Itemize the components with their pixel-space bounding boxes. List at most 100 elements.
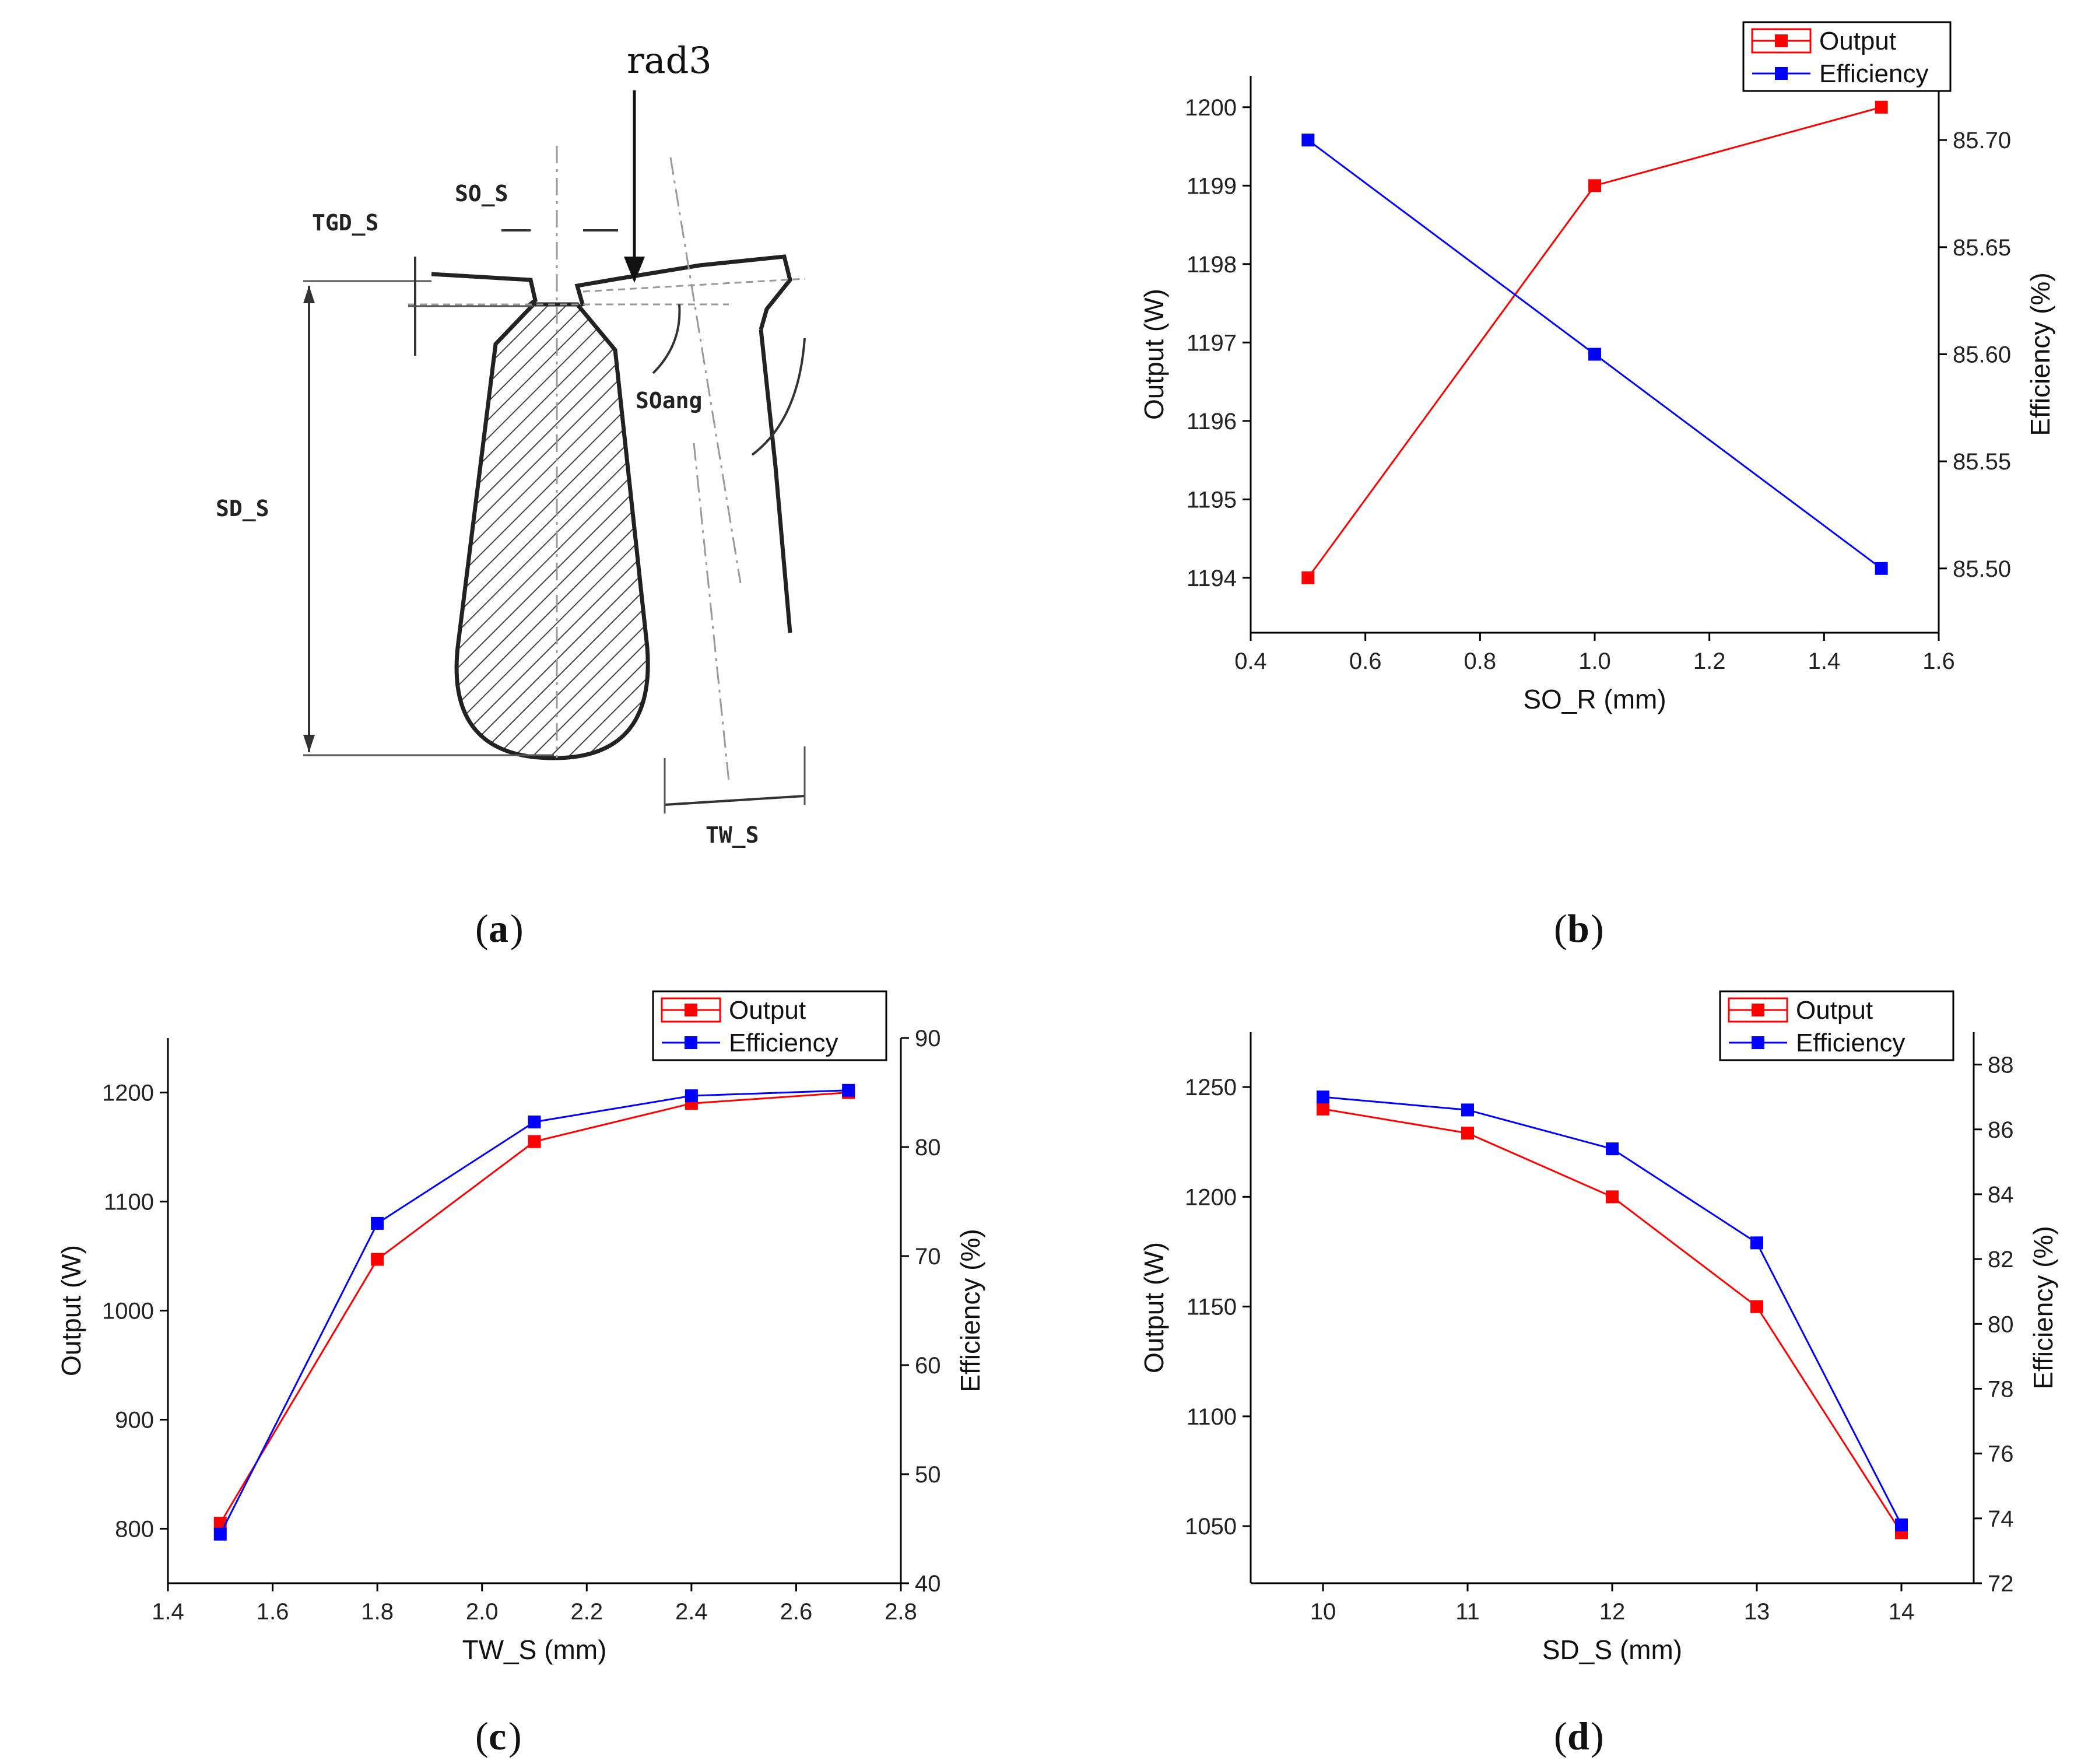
y-tick-label-left: 1100 (1187, 1404, 1237, 1430)
sd-arrow-bottom (303, 735, 315, 752)
y-tick-label-left: 1000 (102, 1299, 154, 1324)
y-tick-label-left: 1194 (1187, 566, 1237, 591)
y-tick-label-right: 88 (1988, 1053, 2014, 1078)
y-tick-label-right: 90 (915, 1026, 941, 1051)
y-tick-label-right: 50 (915, 1462, 941, 1488)
label-tgd-s: TGD_S (312, 210, 378, 236)
legend-swatch-marker (685, 1036, 697, 1049)
x-axis-title: SD_S (mm) (1542, 1635, 1682, 1665)
y-axis-title-right: Efficiency (%) (955, 1229, 985, 1392)
dashdot-line-2 (693, 443, 730, 782)
data-point-output (213, 1517, 227, 1530)
y-tick-label-left: 1195 (1187, 487, 1237, 513)
x-tick-label: 13 (1744, 1599, 1770, 1625)
x-tick-label: 10 (1310, 1599, 1336, 1625)
x-tick-label: 1.6 (257, 1599, 289, 1625)
slot-body (454, 302, 650, 760)
caption-c-letter: c (489, 1714, 506, 1758)
chart-c: 1.4 1.6 1.8 2.0 2.2 2.4 2.6 2.8 800 900 1000 1100 12… (56, 990, 985, 1665)
data-point-output (1750, 1300, 1763, 1313)
y-tick-label-right: 70 (915, 1244, 941, 1269)
legend-swatch-marker (685, 1004, 697, 1016)
data-point-output (1317, 1102, 1329, 1116)
left-tooth-tip (431, 272, 538, 308)
series-line-efficiency (1322, 1096, 1903, 1525)
y-tick-label-left: 1199 (1187, 173, 1237, 199)
y-tick-label-right: 74 (1988, 1506, 2014, 1532)
legend-swatch-frame (1751, 28, 1812, 54)
slot-diagram: rad3 SO_S TGD_S SOang SD_S TW_S (216, 39, 806, 848)
y-tick-label-left: 1050 (1185, 1514, 1237, 1539)
y-tick-label-left: 800 (115, 1517, 154, 1542)
series-line-output (219, 1092, 849, 1524)
data-point-output (528, 1135, 541, 1148)
adjacent-tooth-edge (759, 329, 792, 633)
caption-d: ( d ) (1554, 1714, 1604, 1758)
label-sd-s: SD_S (216, 496, 269, 521)
lower-arc (751, 338, 806, 456)
y-tick-label-right: 84 (1988, 1182, 2014, 1208)
legend-label: Output (729, 996, 806, 1025)
x-axis-title: TW_S (mm) (462, 1635, 607, 1665)
x-tick-label: 1.2 (1693, 648, 1726, 674)
data-point-output (1588, 179, 1601, 192)
caption-b-letter: b (1567, 906, 1589, 951)
svg-text:): ) (510, 906, 524, 951)
x-tick-label: 2.2 (570, 1599, 603, 1625)
series-line-output (1307, 106, 1882, 578)
svg-text:(: ( (475, 1714, 489, 1758)
y-tick-label-right: 85.65 (1953, 235, 2011, 261)
legend-swatch-frame (661, 997, 721, 1023)
x-tick-label: 0.8 (1464, 648, 1497, 674)
svg-text:): ) (1591, 906, 1604, 951)
data-point-efficiency (685, 1089, 698, 1103)
y-axis-title-left: Output (W) (1139, 289, 1169, 420)
legend-label: Efficiency (1819, 59, 1929, 88)
caption-d-letter: d (1567, 1714, 1589, 1758)
y-tick-label-left: 1200 (102, 1081, 154, 1106)
data-point-efficiency (1875, 562, 1888, 575)
label-soang: SOang (636, 388, 702, 413)
y-tick-label-right: 86 (1988, 1117, 2014, 1143)
x-tick-label: 0.6 (1349, 648, 1382, 674)
data-point-efficiency (1301, 134, 1315, 147)
legend-swatch-marker (1752, 1036, 1764, 1049)
y-axis-title-left: Output (W) (1139, 1242, 1169, 1373)
y-axis-title-right: Efficiency (%) (2028, 1226, 2058, 1389)
legend-swatch-frame (1728, 997, 1788, 1023)
y-tick-label-left: 1200 (1185, 95, 1237, 121)
y-tick-label-right: 80 (1988, 1311, 2014, 1337)
x-tick-label: 1.6 (1922, 648, 1955, 674)
x-axis-title: SO_R (mm) (1523, 684, 1666, 714)
caption-a-letter: a (489, 906, 508, 951)
y-tick-label-left: 1100 (104, 1190, 154, 1215)
legend-swatch-marker (1775, 34, 1788, 47)
y-tick-label-left: 1196 (1187, 409, 1237, 434)
series-line-output (1322, 1108, 1903, 1534)
svg-text:(: ( (1554, 906, 1567, 951)
data-point-output (1875, 100, 1888, 114)
svg-text:(: ( (475, 906, 489, 951)
data-point-efficiency (371, 1216, 384, 1230)
data-point-efficiency (1606, 1142, 1619, 1156)
series-line-efficiency (219, 1089, 849, 1535)
x-tick-label: 12 (1599, 1599, 1626, 1625)
data-point-efficiency (1317, 1090, 1329, 1104)
right-tooth-tip (574, 254, 792, 330)
y-tick-label-right: 78 (1988, 1376, 2014, 1402)
y-tick-label-left: 1198 (1187, 252, 1237, 278)
legend-label: Efficiency (1796, 1029, 1905, 1057)
data-point-efficiency (1461, 1103, 1474, 1117)
x-tick-label: 2.0 (466, 1599, 499, 1625)
sd-arrow-top (303, 286, 315, 303)
y-tick-label-right: 85.60 (1953, 342, 2011, 368)
dashdot-line-1 (669, 157, 742, 584)
y-axis-title-right: Efficiency (%) (2025, 272, 2055, 436)
svg-text:(: ( (1554, 1714, 1567, 1758)
label-tw-s: TW_S (706, 822, 759, 848)
y-tick-label-right: 72 (1988, 1571, 2014, 1597)
data-point-output (1606, 1190, 1619, 1204)
y-tick-label-right: 60 (915, 1353, 941, 1379)
chart-b: 0.4 0.6 0.8 1.0 1.2 1.4 1.6 1194 1195 1196 1197 119… (1139, 21, 2055, 714)
